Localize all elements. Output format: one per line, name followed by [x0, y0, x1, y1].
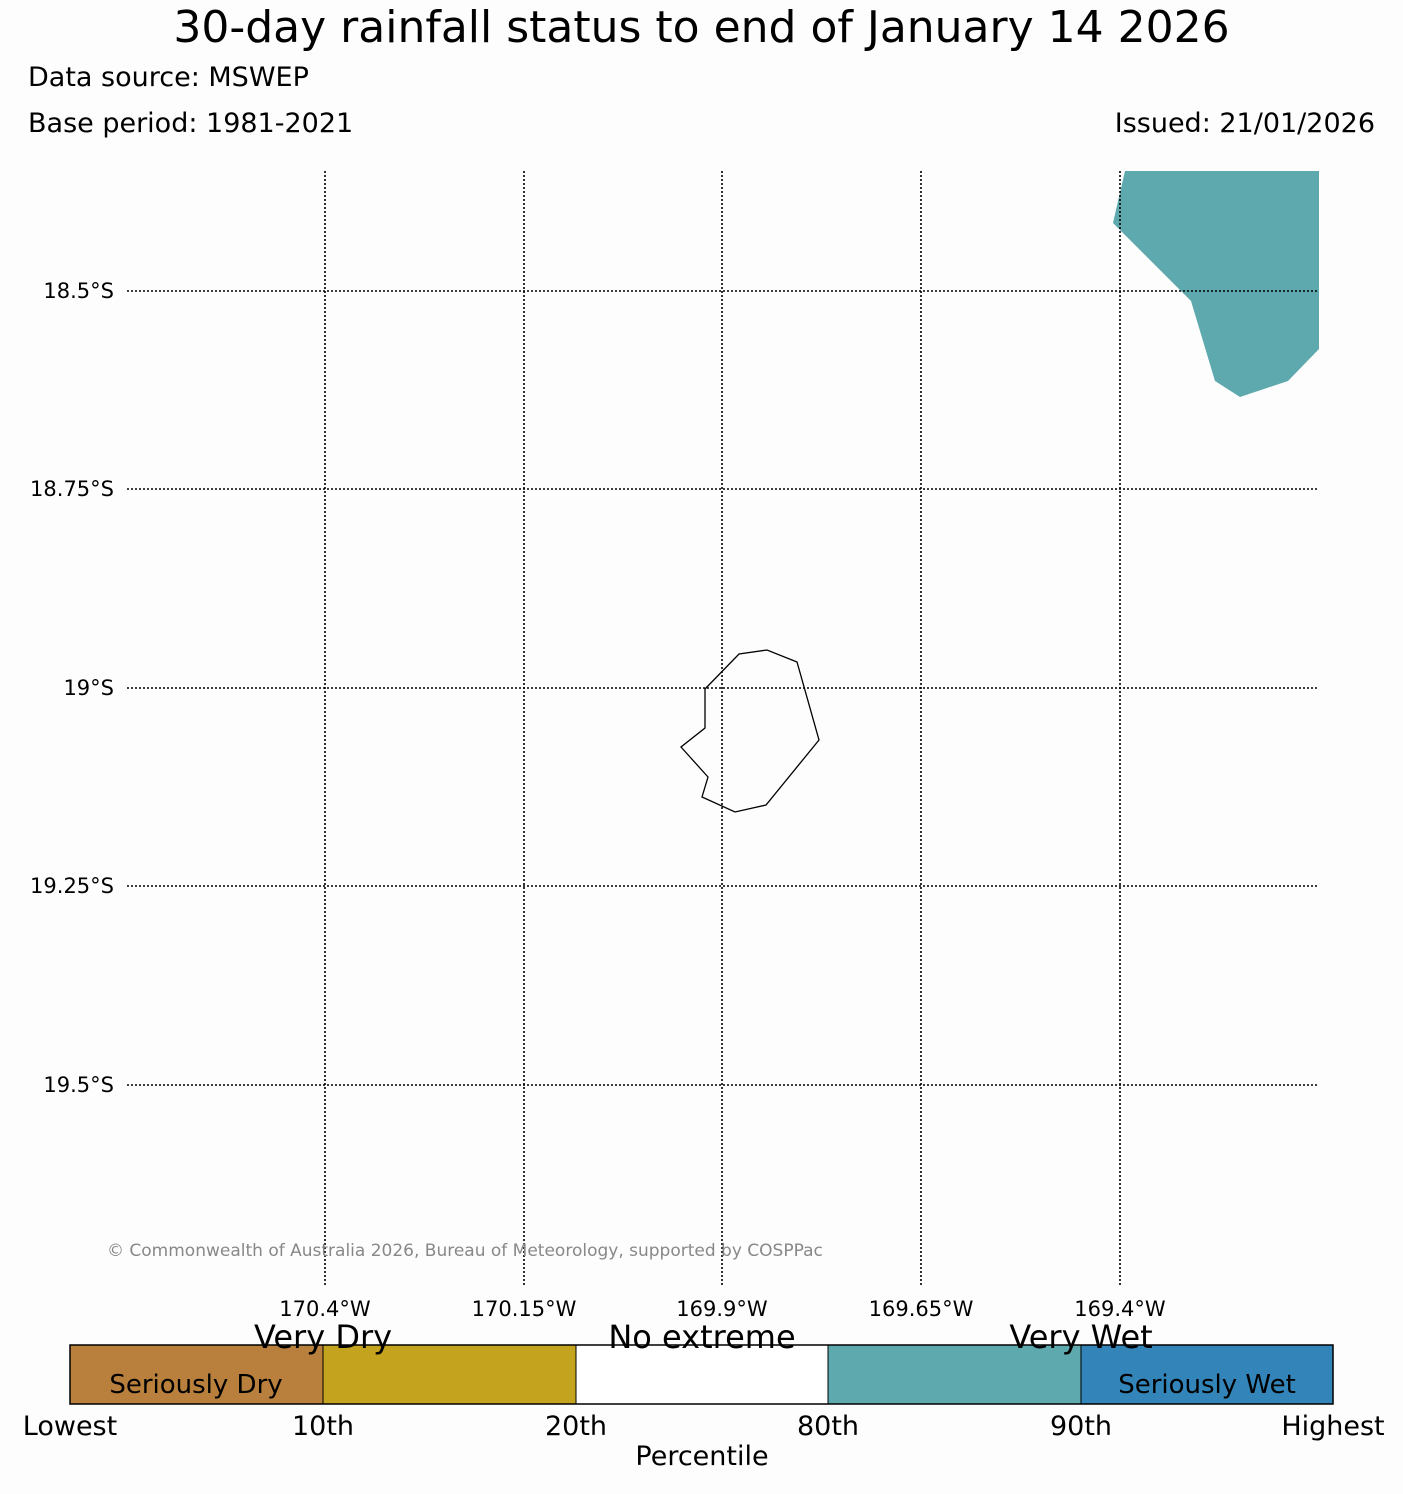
- lat-label-18.5: 18.5°S: [43, 279, 114, 303]
- legend-label-seriously-dry: Seriously Dry: [109, 1370, 282, 1400]
- legend-label-no-extreme: No extreme: [608, 1318, 795, 1356]
- issued-date: Issued: 21/01/2026: [1114, 108, 1375, 139]
- lat-label-18.75: 18.75°S: [30, 477, 114, 501]
- copyright-notice: © Commonwealth of Australia 2026, Bureau…: [107, 1241, 823, 1261]
- lon-label-169.65: 169.65°W: [869, 1297, 974, 1321]
- legend-frame: [69, 1344, 1334, 1405]
- legend-tick-lowest: Lowest: [23, 1411, 117, 1442]
- lat-label-19.25: 19.25°S: [30, 874, 114, 898]
- lon-label-169.9: 169.9°W: [676, 1297, 768, 1321]
- data-source: Data source: MSWEP: [28, 62, 309, 93]
- legend-segment-very-dry: [322, 1344, 577, 1405]
- legend-segment-seriously-wet: [1080, 1344, 1334, 1405]
- very-wet-region: [1113, 171, 1319, 397]
- legend-segment-no-extreme: [575, 1344, 829, 1405]
- island-outline: [680, 649, 820, 813]
- lon-label-170.4: 170.4°W: [279, 1297, 371, 1321]
- map-panel: 18.5°S 18.75°S 19°S 19.25°S 19.5°S 170.4…: [30, 171, 1319, 1321]
- legend-tick-10th: 10th: [292, 1411, 354, 1442]
- legend-tick-highest: Highest: [1281, 1411, 1384, 1442]
- base-period: Base period: 1981-2021: [28, 108, 354, 139]
- lat-label-19.5: 19.5°S: [43, 1073, 114, 1097]
- legend-label-very-wet: Very Wet: [1009, 1318, 1152, 1356]
- map-title: 30-day rainfall status to end of January…: [173, 2, 1230, 53]
- lon-label-169.4: 169.4°W: [1074, 1297, 1166, 1321]
- legend-segment-seriously-dry: [69, 1344, 324, 1405]
- legend-tick-80th: 80th: [797, 1411, 859, 1442]
- legend-tick-90th: 90th: [1050, 1411, 1112, 1442]
- lat-label-19: 19°S: [63, 676, 114, 700]
- lon-label-170.15: 170.15°W: [472, 1297, 577, 1321]
- legend-axis-label: Percentile: [635, 1441, 768, 1472]
- legend-label-seriously-wet: Seriously Wet: [1118, 1370, 1296, 1400]
- legend-tick-20th: 20th: [545, 1411, 607, 1442]
- legend-label-very-dry: Very Dry: [254, 1318, 392, 1356]
